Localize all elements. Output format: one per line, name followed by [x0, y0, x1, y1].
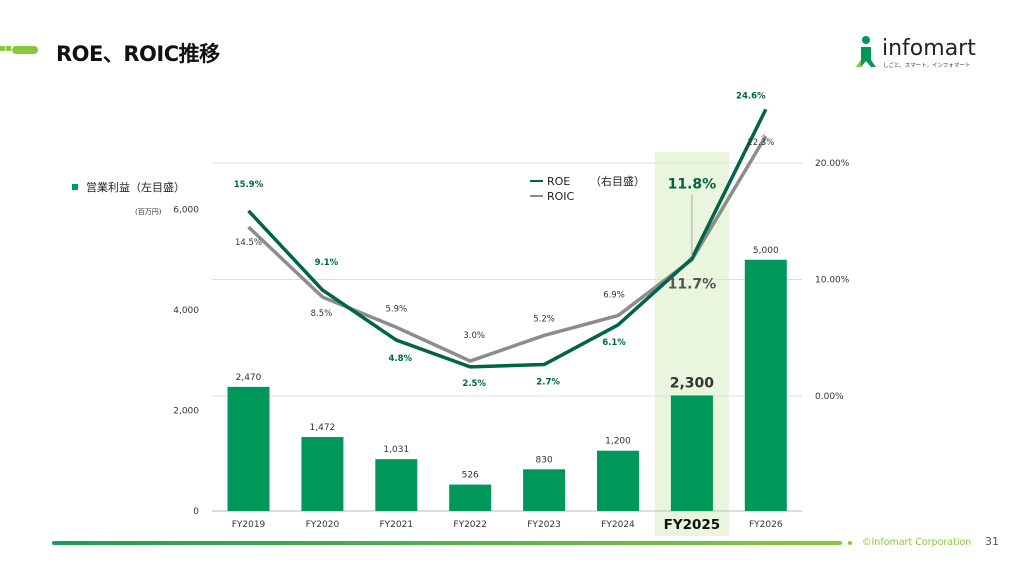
logo-wordmark: infomart [882, 36, 976, 61]
bar-legend-label: 営業利益（左目盛） [86, 180, 185, 194]
logo-person-icon [856, 36, 876, 67]
category-label: FY2021 [380, 520, 414, 530]
roe-data-label: 6.1% [602, 338, 626, 348]
left-axis-tick-label: 0 [193, 507, 199, 517]
category-label: FY2024 [601, 520, 635, 530]
bar-value-label: 1,472 [310, 423, 336, 433]
left-axis-tick-label: 6,000 [173, 206, 199, 216]
roic-data-label: 6.9% [603, 291, 625, 301]
logo-tagline: しごと、スマート。インフォマート [883, 63, 971, 69]
left-axis-unit-label: (百万円) [135, 208, 162, 216]
roe-data-label: 4.8% [389, 354, 413, 364]
roe-data-label: 11.8% [668, 177, 717, 193]
bar [227, 386, 270, 511]
category-label: FY2023 [527, 520, 561, 530]
page-title: ROE、ROIC推移 [56, 42, 220, 66]
bar [375, 459, 418, 511]
right-axis-tick-label: 10.00% [815, 276, 850, 286]
footer-dot [848, 541, 852, 545]
category-label: FY2020 [306, 520, 340, 530]
bar-value-label: 830 [536, 455, 553, 465]
roic-data-label: 8.5% [311, 309, 333, 319]
roic-legend-label: ROIC [547, 190, 575, 203]
roe-data-label: 24.6% [736, 91, 766, 101]
footer-gradient-line [52, 541, 842, 545]
roe-line [247, 108, 768, 369]
bar-value-label: 1,031 [383, 445, 409, 455]
left-axis-tick-label: 2,000 [173, 407, 199, 417]
right-axis-tick-label: 20.00% [815, 159, 850, 169]
category-label: FY2025 [664, 517, 721, 533]
roe-data-label: 2.7% [536, 378, 560, 388]
bar-value-label: 5,000 [753, 246, 779, 256]
page-number: 31 [985, 535, 999, 548]
bar [301, 437, 344, 511]
line-legend-suffix: （右目盛） [590, 174, 645, 188]
bar-value-label: 2,470 [236, 373, 262, 383]
roe-data-label: 9.1% [315, 258, 339, 268]
roic-data-label: 5.9% [385, 304, 407, 314]
infomart-logo: infomart しごと、スマート。インフォマート [852, 34, 982, 74]
bar [449, 484, 492, 511]
bar-legend-swatch [72, 184, 78, 190]
bar-value-label: 526 [462, 471, 479, 481]
roic-data-label: 5.2% [533, 314, 555, 324]
copyright-text: ©Infomart Corporation [862, 537, 972, 548]
category-label: FY2022 [453, 520, 487, 530]
bar [744, 259, 787, 511]
roic-data-label: 11.7% [668, 277, 717, 293]
left-axis-tick-label: 4,000 [173, 306, 199, 316]
title-accent-icon [0, 46, 38, 54]
bar-value-label: 2,300 [670, 375, 715, 391]
roic-data-label: 22.3% [747, 138, 774, 148]
roe-legend-label: ROE [547, 175, 570, 188]
category-label: FY2026 [749, 520, 783, 530]
leader-line [760, 133, 766, 138]
roic-data-label: 3.0% [463, 331, 485, 341]
category-label: FY2019 [232, 520, 266, 530]
roe-data-label: 15.9% [234, 180, 264, 190]
roe-data-label: 2.5% [462, 379, 486, 389]
right-axis-tick-label: 0.00% [815, 392, 844, 402]
bar [597, 450, 639, 511]
bar-value-label: 1,200 [605, 437, 631, 447]
bar [523, 469, 566, 511]
roic-data-label: 14.5% [235, 238, 262, 248]
bar [670, 395, 713, 511]
